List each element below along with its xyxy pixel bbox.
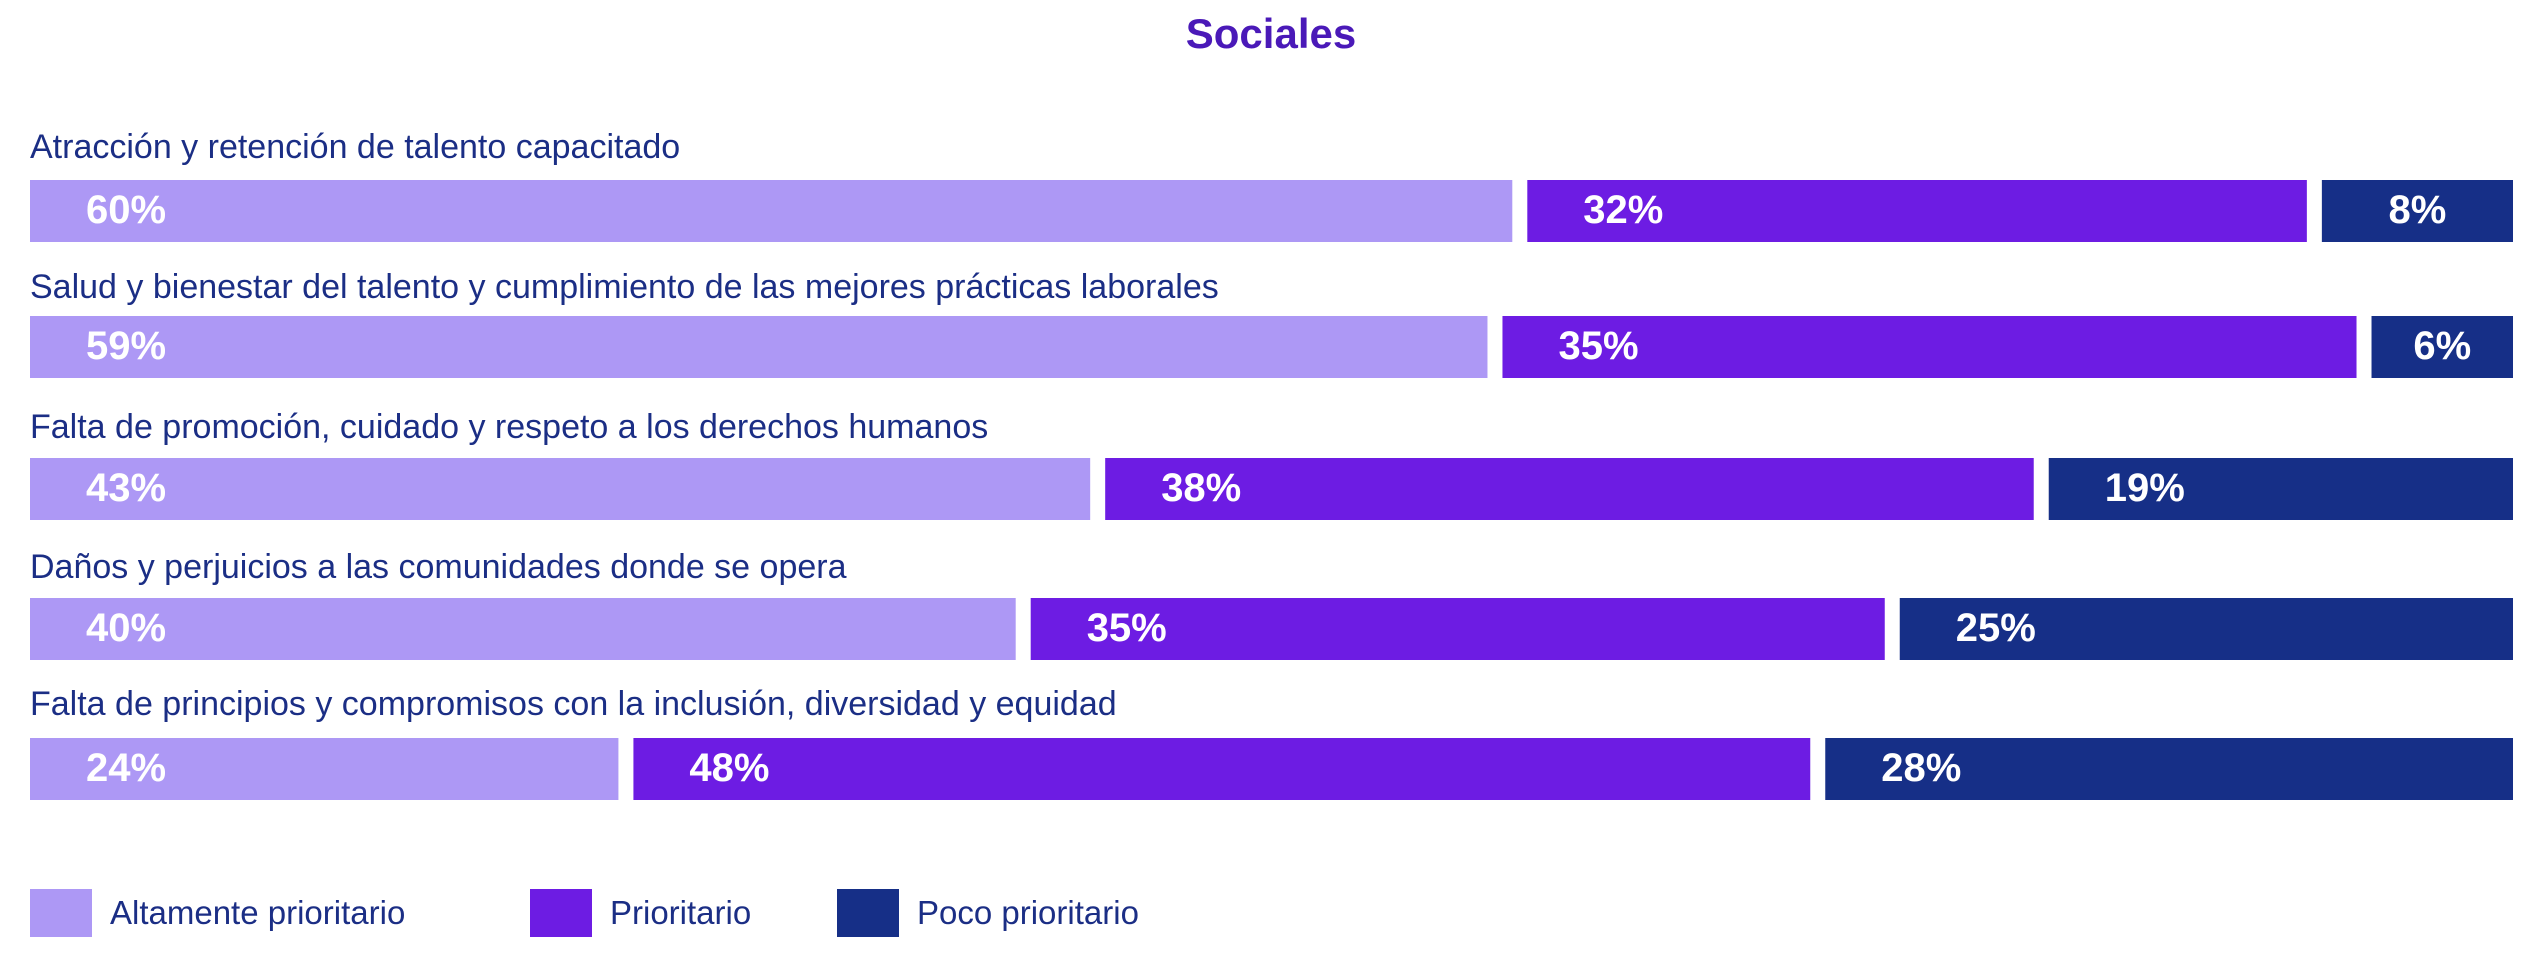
value-label: 60% [86, 188, 166, 232]
category-label: Falta de promoción, cuidado y respeto a … [30, 408, 988, 446]
value-label: 40% [86, 606, 166, 650]
stacked-bar-chart: Atracción y retención de talento capacit… [30, 128, 2513, 800]
value-label: 19% [2105, 466, 2185, 510]
value-label: 35% [1087, 606, 1167, 650]
category-label: Atracción y retención de talento capacit… [30, 128, 680, 166]
value-label: 6% [2413, 324, 2471, 368]
bar-segment-poco-prioritario [2048, 458, 2513, 520]
bar-segment-altamente-prioritario [30, 316, 1488, 378]
bar-segment-poco-prioritario [2371, 316, 2513, 378]
value-label: 38% [1161, 466, 1241, 510]
bar-segment-prioritario [1527, 180, 2307, 242]
bar-segment-prioritario [1030, 598, 1885, 660]
legend-label-prioritario: Prioritario [610, 894, 752, 931]
bar-segment-poco-prioritario [2321, 180, 2513, 242]
bar-segment-altamente-prioritario [30, 180, 1513, 242]
value-label: 48% [689, 746, 769, 790]
bar-segment-prioritario [633, 738, 1811, 800]
bar-segment-prioritario [1105, 458, 2034, 520]
legend-label-altamente-prioritario: Altamente prioritario [110, 894, 406, 931]
value-label: 8% [2389, 188, 2447, 232]
legend-swatch-prioritario [530, 889, 592, 937]
legend-item-prioritario: Prioritario [530, 889, 751, 937]
legend-swatch-poco-prioritario [837, 889, 899, 937]
legend-label-poco-prioritario: Poco prioritario [917, 894, 1139, 931]
bar-segment-prioritario [1502, 316, 2357, 378]
value-label: 43% [86, 466, 166, 510]
chart-legend: Altamente prioritario Prioritario Poco p… [30, 889, 1330, 939]
category-label: Falta de principios y compromisos con la… [30, 685, 1117, 723]
value-label: 35% [1558, 324, 1638, 368]
category-label: Salud y bienestar del talento y cumplimi… [30, 268, 1219, 306]
category-label: Daños y perjuicios a las comunidades don… [30, 548, 847, 586]
legend-item-altamente-prioritario: Altamente prioritario [30, 889, 405, 937]
bar-segment-poco-prioritario [1825, 738, 2513, 800]
chart-title: Sociales [1185, 10, 1357, 57]
value-label: 59% [86, 324, 166, 368]
value-label: 24% [86, 746, 166, 790]
bar-segment-poco-prioritario [1899, 598, 2513, 660]
bar-segment-altamente-prioritario [30, 738, 619, 800]
value-label: 32% [1583, 188, 1663, 232]
value-label: 28% [1881, 746, 1961, 790]
value-label: 25% [1956, 606, 2036, 650]
legend-item-poco-prioritario: Poco prioritario [837, 889, 1139, 937]
legend-swatch-altamente-prioritario [30, 889, 92, 937]
bar-segment-altamente-prioritario [30, 458, 1091, 520]
bar-segment-altamente-prioritario [30, 598, 1016, 660]
